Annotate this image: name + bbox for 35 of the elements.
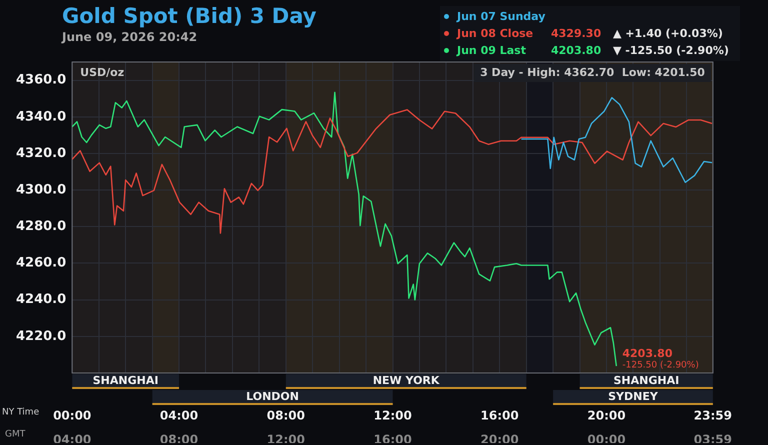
x-tick-label: 20:00	[587, 408, 626, 422]
y-tick-label: 4340.0	[16, 109, 66, 124]
chart-subtitle: June 09, 2026 20:42	[62, 30, 198, 44]
y-tick-label: 4320.0	[16, 146, 66, 161]
legend-label: Jun 07 Sunday	[457, 10, 546, 23]
y-tick-label: 4260.0	[16, 256, 66, 271]
band-label: NEW YORK	[372, 374, 440, 387]
y-tick-label: 4300.0	[16, 182, 66, 198]
band-label: SHANGHAI	[613, 374, 680, 387]
text: ▲ +1.40 (+0.03%)	[613, 27, 723, 40]
x-axis-title: NY Time	[2, 407, 40, 418]
x-tick-label: 12:00	[374, 408, 412, 422]
y-axis-title: USD/oz	[80, 66, 124, 79]
annotation: -125.50 (-2.90%)	[622, 360, 699, 370]
y-tick-label: 4240.0	[16, 292, 66, 308]
x2-axis-title: GMT	[5, 429, 26, 440]
x-tick-label: 00:00	[53, 408, 92, 422]
x-tick-label: 16:00	[480, 408, 519, 422]
x-tick-label: 08:00	[266, 408, 305, 422]
legend-label: Jun 09 Last	[457, 44, 527, 57]
legend-label: Jun 08 Close	[457, 27, 534, 40]
chart-title: Gold Spot (Bid) 3 Day	[62, 4, 316, 28]
y-tick-label: 4360.0	[16, 72, 66, 88]
x-tick-label: 23:59	[694, 408, 732, 422]
band-label: SYDNEY	[608, 390, 659, 403]
text: ▼ -125.50 (-2.90%)	[613, 44, 729, 57]
text: 4329.30	[551, 27, 602, 40]
y-tick-label: 4220.0	[16, 328, 66, 344]
x-tick-label: 04:00	[160, 408, 198, 422]
annotation: 3 Day - High: 4362.70 Low: 4201.50	[480, 66, 706, 79]
text: 4203.80	[551, 44, 602, 57]
y-tick-label: 4280.0	[16, 219, 66, 234]
band-label: SHANGHAI	[92, 374, 158, 387]
annotation: 4203.80	[622, 346, 673, 360]
band-label: LONDON	[246, 390, 299, 403]
